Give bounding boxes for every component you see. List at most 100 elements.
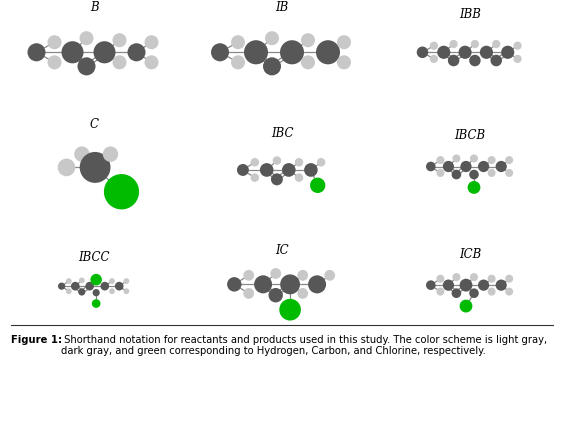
Circle shape — [112, 55, 127, 69]
Circle shape — [115, 282, 124, 290]
Circle shape — [437, 45, 450, 59]
Circle shape — [93, 41, 115, 63]
Circle shape — [505, 169, 513, 177]
Circle shape — [304, 163, 318, 177]
Text: IBCB: IBCB — [454, 130, 485, 142]
Circle shape — [337, 35, 351, 49]
Circle shape — [280, 40, 304, 64]
Circle shape — [310, 178, 325, 193]
Circle shape — [480, 45, 493, 59]
Circle shape — [317, 158, 325, 166]
Circle shape — [80, 152, 111, 183]
Circle shape — [297, 288, 308, 299]
Circle shape — [469, 288, 479, 298]
Circle shape — [297, 270, 308, 281]
Text: IBC: IBC — [271, 127, 293, 140]
Circle shape — [436, 169, 445, 177]
Circle shape — [471, 40, 479, 48]
Circle shape — [80, 31, 93, 45]
Circle shape — [109, 278, 115, 284]
Circle shape — [124, 288, 129, 294]
Circle shape — [103, 146, 118, 162]
Circle shape — [459, 279, 472, 292]
Circle shape — [270, 268, 281, 279]
Circle shape — [496, 161, 507, 172]
Circle shape — [101, 282, 109, 290]
Circle shape — [453, 154, 460, 163]
Text: Figure 1:: Figure 1: — [11, 335, 62, 344]
Circle shape — [244, 40, 268, 64]
Circle shape — [47, 35, 62, 49]
Circle shape — [469, 55, 481, 66]
Text: IC: IC — [275, 244, 289, 257]
Text: B: B — [90, 1, 98, 14]
Circle shape — [109, 288, 115, 294]
Circle shape — [92, 299, 101, 308]
Circle shape — [488, 169, 496, 177]
Circle shape — [104, 174, 139, 209]
Circle shape — [470, 273, 478, 281]
Circle shape — [279, 299, 301, 320]
Circle shape — [308, 275, 326, 293]
Circle shape — [436, 287, 445, 296]
Circle shape — [271, 173, 283, 185]
Circle shape — [505, 275, 513, 283]
Circle shape — [244, 270, 254, 281]
Circle shape — [282, 163, 295, 177]
Circle shape — [426, 162, 436, 171]
Circle shape — [417, 46, 428, 58]
Circle shape — [478, 161, 489, 172]
Circle shape — [128, 43, 146, 61]
Circle shape — [58, 159, 75, 176]
Circle shape — [443, 161, 454, 172]
Circle shape — [71, 282, 80, 290]
Circle shape — [514, 42, 521, 50]
Circle shape — [316, 40, 340, 64]
Circle shape — [301, 55, 315, 69]
Circle shape — [250, 173, 259, 182]
Text: IB: IB — [275, 1, 289, 14]
Circle shape — [295, 158, 303, 166]
Circle shape — [260, 163, 273, 177]
Circle shape — [443, 280, 454, 291]
Circle shape — [468, 181, 480, 194]
Circle shape — [47, 55, 62, 69]
Circle shape — [501, 45, 514, 59]
Circle shape — [337, 55, 351, 69]
Circle shape — [112, 33, 127, 47]
Circle shape — [451, 170, 461, 179]
Circle shape — [488, 156, 496, 164]
Text: IBCC: IBCC — [78, 251, 110, 264]
Circle shape — [254, 275, 272, 293]
Circle shape — [77, 57, 95, 76]
Circle shape — [460, 161, 472, 172]
Circle shape — [450, 40, 458, 48]
Circle shape — [451, 288, 461, 298]
Circle shape — [62, 41, 84, 63]
Circle shape — [244, 288, 254, 299]
Circle shape — [250, 158, 259, 166]
Circle shape — [237, 164, 249, 176]
Circle shape — [505, 287, 513, 296]
Circle shape — [145, 55, 159, 69]
Text: C: C — [89, 118, 98, 131]
Circle shape — [273, 156, 281, 165]
Circle shape — [93, 289, 100, 296]
Circle shape — [85, 282, 94, 290]
Text: Shorthand notation for reactants and products used in this study. The color sche: Shorthand notation for reactants and pro… — [61, 335, 547, 356]
Circle shape — [426, 280, 436, 290]
Circle shape — [231, 55, 245, 69]
Circle shape — [478, 280, 489, 291]
Circle shape — [505, 156, 513, 164]
Circle shape — [280, 275, 300, 294]
Circle shape — [436, 275, 445, 283]
Circle shape — [66, 288, 72, 294]
Circle shape — [459, 45, 472, 59]
Circle shape — [231, 35, 245, 49]
Circle shape — [145, 35, 159, 49]
Circle shape — [469, 170, 479, 179]
Circle shape — [488, 275, 496, 283]
Circle shape — [492, 40, 501, 48]
Circle shape — [470, 154, 478, 163]
Circle shape — [488, 287, 496, 296]
